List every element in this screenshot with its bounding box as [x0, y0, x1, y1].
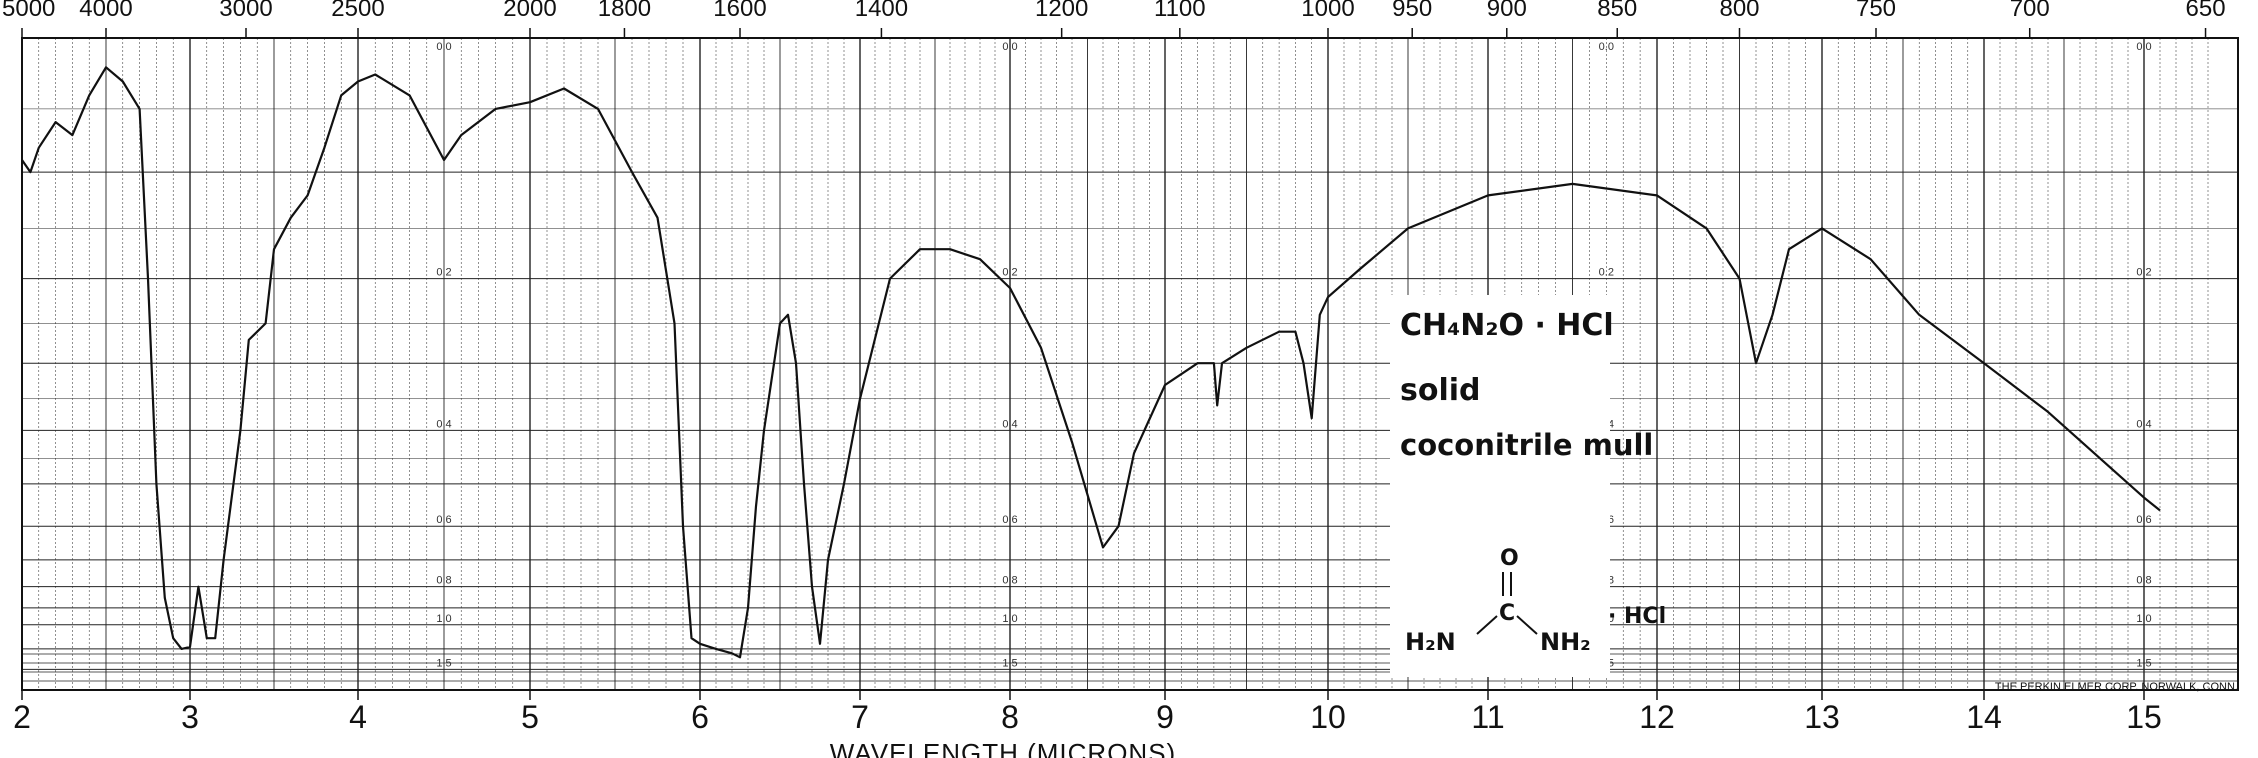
- sample-state: solid: [1400, 373, 1481, 408]
- absorbance-label: 0.4: [436, 418, 451, 430]
- plot-frame: [21, 37, 2239, 691]
- wavenumber-axis: 5000 4000 3000 2500 2000 1800 1600 1400 1200 1100…: [2, 0, 2226, 38]
- top-tick-label: 900: [1487, 0, 1527, 22]
- absorbance-label: 1.5: [2136, 657, 2151, 669]
- sample-annotation: CH₄N₂O · HCl solid coconitrile mull O C …: [1390, 295, 1666, 677]
- absorbance-label: 0.6: [2136, 514, 2151, 526]
- structure-atom-o: O: [1500, 546, 1519, 571]
- absorbance-label: 1.0: [2136, 613, 2151, 625]
- absorbance-label: 0.8: [436, 575, 451, 587]
- top-tick-label: 4000: [79, 0, 132, 22]
- bottom-tick-label: 12: [1639, 699, 1675, 735]
- top-tick-label: 3000: [219, 0, 272, 22]
- absorbance-label: 0.8: [1002, 575, 1017, 587]
- spectrum-line: [21, 66, 2161, 659]
- bottom-tick-label: 8: [1001, 699, 1019, 735]
- absorbance-label: 0.0: [436, 41, 451, 53]
- absorbance-label: 0.6: [436, 514, 451, 526]
- wavelength-axis: 2 3 4 5 6 7 8 9 10 11 12 13 14 15: [13, 690, 2162, 735]
- structure-drawing: O C H₂N NH₂ · HCl: [1405, 546, 1666, 656]
- structure-left-group: H₂N: [1405, 628, 1456, 656]
- manufacturer-label: THE PERKIN ELMER CORP. NORWALK, CONN.: [1995, 681, 2238, 693]
- sample-medium: coconitrile mull: [1400, 428, 1653, 462]
- structure-salt: · HCl: [1608, 604, 1666, 629]
- bottom-tick-label: 2: [13, 699, 31, 735]
- top-tick-label: 750: [1856, 0, 1896, 22]
- bottom-tick-label: 10: [1310, 699, 1346, 735]
- absorbance-label: 0.4: [1002, 418, 1017, 430]
- top-tick-label: 1800: [598, 0, 651, 22]
- bottom-tick-label: 6: [691, 699, 709, 735]
- absorbance-label: 1.5: [436, 657, 451, 669]
- molecular-formula: CH₄N₂O · HCl: [1400, 308, 1614, 343]
- absorbance-label: 0.2: [1002, 267, 1017, 279]
- top-tick-label: 700: [2010, 0, 2050, 22]
- top-tick-label: 2000: [503, 0, 556, 22]
- top-tick-label: 1400: [855, 0, 908, 22]
- absorbance-label: 0.4: [2136, 418, 2151, 430]
- bottom-tick-label: 13: [1804, 699, 1840, 735]
- absorbance-label: 1.0: [436, 613, 451, 625]
- bottom-tick-label: 15: [2126, 699, 2162, 735]
- absorbance-label: 0.6: [1002, 514, 1017, 526]
- bottom-tick-label: 11: [1471, 699, 1504, 735]
- bottom-tick-label: 3: [181, 699, 199, 735]
- top-tick-label: 1600: [713, 0, 766, 22]
- top-tick-label: 850: [1597, 0, 1637, 22]
- absorbance-label: 0.2: [436, 267, 451, 279]
- absorbance-label: 0.2: [2136, 267, 2151, 279]
- bottom-tick-label: 14: [1966, 699, 2002, 735]
- top-tick-label: 950: [1392, 0, 1432, 22]
- bottom-tick-label: 5: [521, 699, 539, 735]
- top-tick-label: 1200: [1035, 0, 1088, 22]
- chart-grid: [21, 37, 2238, 691]
- structure-right-group: NH₂: [1540, 628, 1591, 656]
- absorbance-label: 0.0: [1002, 41, 1017, 53]
- chart-frame: [21, 37, 2239, 691]
- top-tick-label: 1000: [1301, 0, 1354, 22]
- absorbance-label: 0.8: [2136, 575, 2151, 587]
- absorbance-label: 1.0: [1002, 613, 1017, 625]
- top-tick-label: 2500: [331, 0, 384, 22]
- top-tick-label: 650: [2186, 0, 2226, 22]
- x-axis-label: WAVELENGTH (MICRONS): [830, 738, 1176, 758]
- top-tick-label: 1100: [1154, 0, 1206, 22]
- top-tick-label: 5000: [2, 0, 55, 22]
- bottom-tick-label: 7: [851, 699, 869, 735]
- structure-atom-c: C: [1499, 601, 1515, 626]
- absorbance-label: 0.0: [2136, 41, 2151, 53]
- absorbance-label: 1.5: [1002, 657, 1017, 669]
- top-tick-label: 800: [1719, 0, 1759, 22]
- absorbance-scale-labels: 0.0 0.2 0.4 0.6 0.8 1.0 1.5 0.0 0.2 0.4 0.6 0.8 1.0 1…: [436, 41, 2151, 669]
- bottom-tick-label: 9: [1156, 699, 1174, 735]
- spectrum-series: [21, 66, 2161, 659]
- bottom-tick-label: 4: [349, 699, 367, 735]
- absorbance-label: 0.2: [1599, 267, 1614, 279]
- absorbance-label: 0.0: [1599, 41, 1614, 53]
